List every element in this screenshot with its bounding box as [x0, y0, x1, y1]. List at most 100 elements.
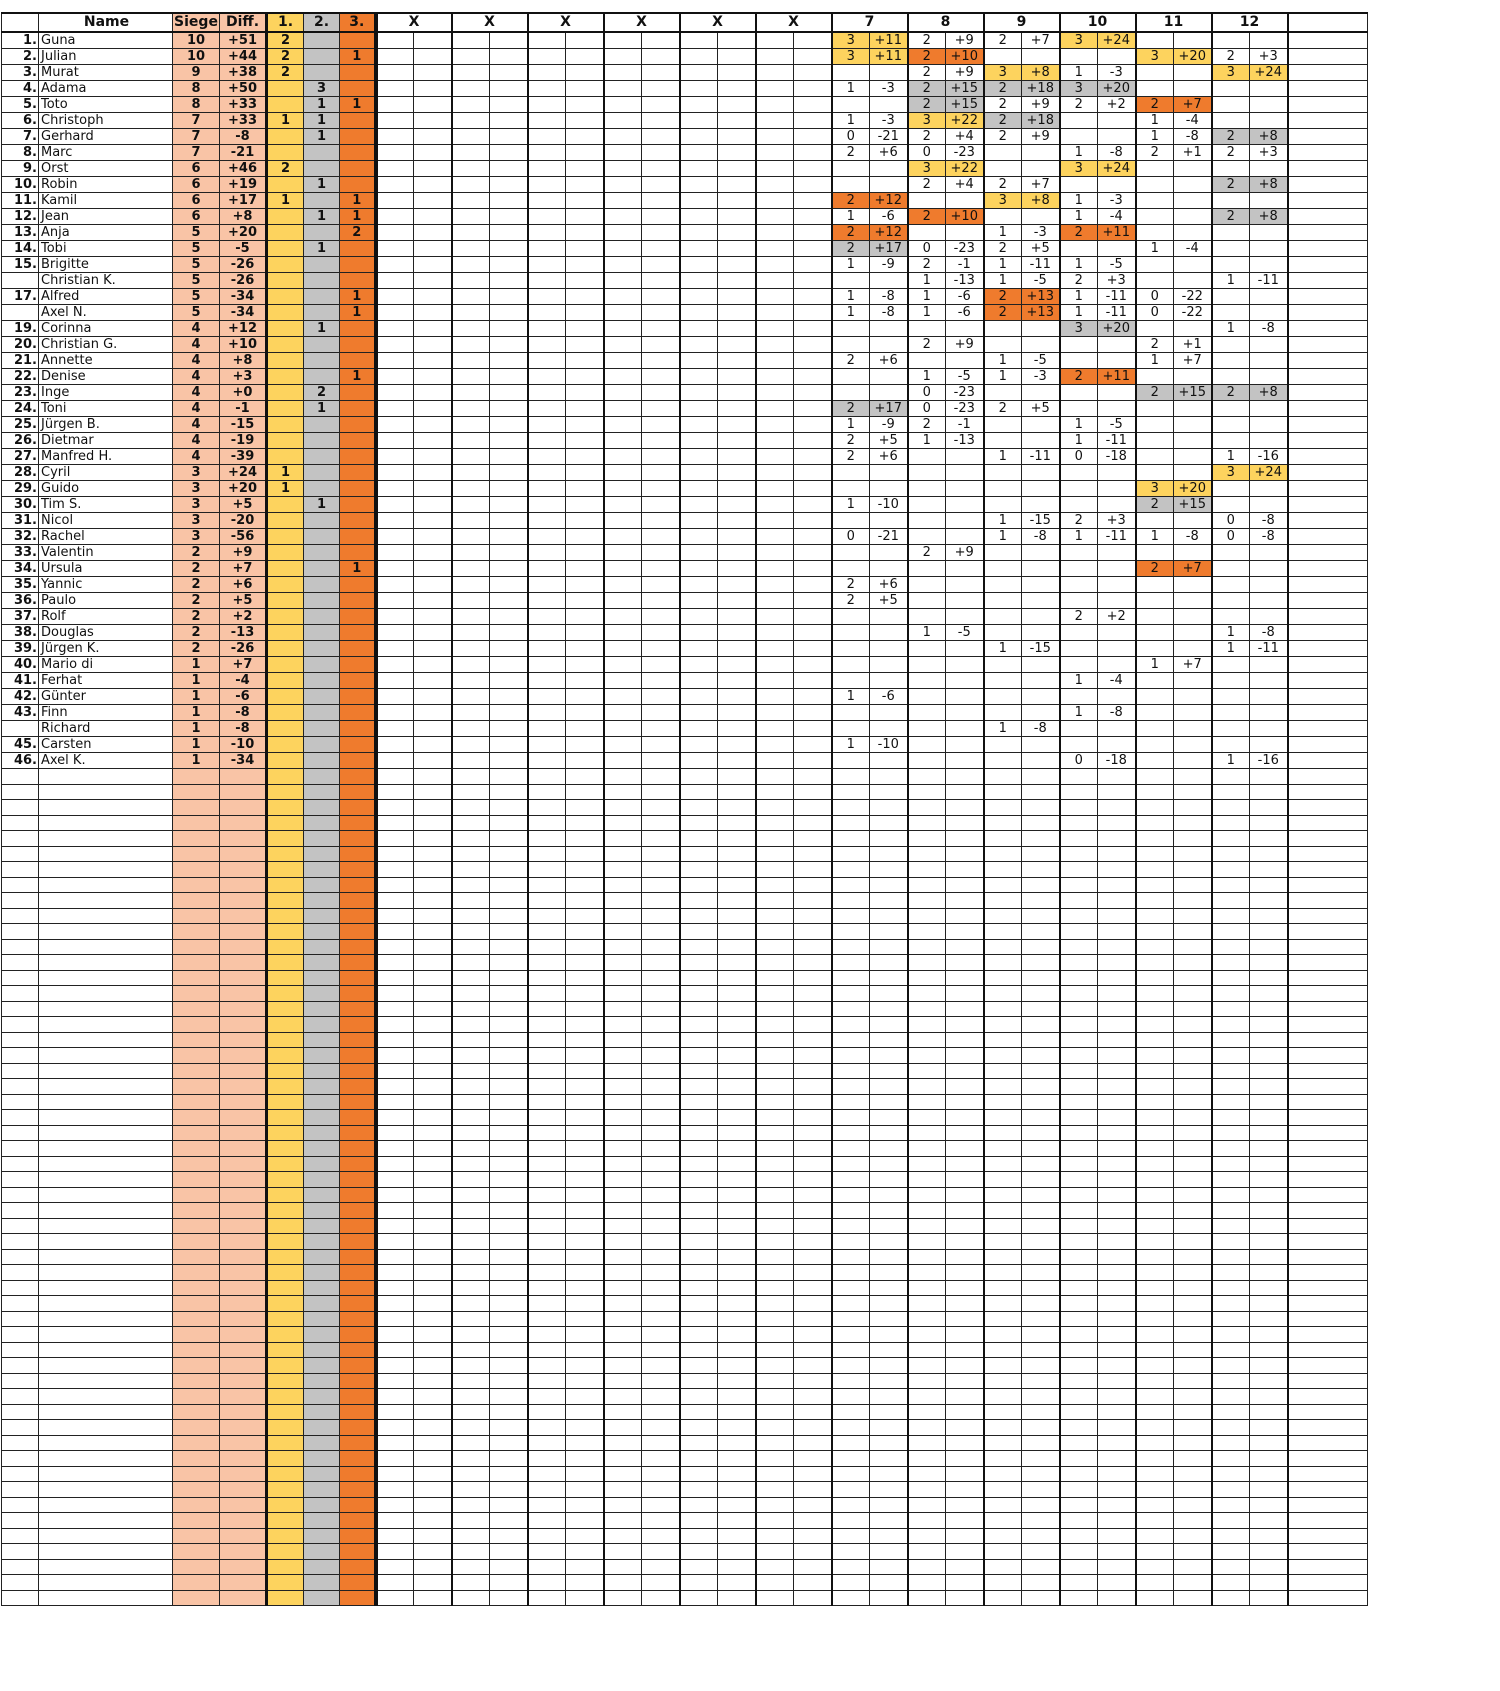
- trailing-cell: [1286, 1171, 1368, 1188]
- round-diff-cell: [1021, 814, 1060, 831]
- round-place-cell: [982, 1450, 1022, 1467]
- round-diff-cell: [1021, 496, 1060, 513]
- round-place-cell: [830, 752, 870, 769]
- second-place-count: [303, 656, 340, 673]
- round-diff-cell: [1249, 1140, 1288, 1157]
- round-diff-cell: [869, 861, 908, 878]
- empty-round-cell: [754, 64, 794, 81]
- round-place-cell: 2: [906, 176, 946, 193]
- round-diff-cell: -11: [1097, 528, 1136, 545]
- round-diff-cell: [1021, 1403, 1060, 1420]
- round-place-cell: [1134, 1202, 1174, 1219]
- first-place-count: [265, 576, 304, 593]
- empty-round-cell: [413, 1062, 452, 1079]
- empty-round-cell: [489, 1574, 528, 1591]
- round-place-cell: [906, 1558, 946, 1575]
- empty-round-cell: [489, 288, 528, 305]
- empty-round-cell: [641, 1279, 680, 1296]
- trailing-cell: [1286, 320, 1368, 337]
- round-place-cell: 1: [1210, 320, 1250, 337]
- round-diff-cell: [1173, 1589, 1212, 1606]
- table-row: 25. Jürgen B. 4 -15 1 -9 2 -1 1 -5: [1, 416, 1368, 433]
- empty-round-cell: [793, 384, 832, 401]
- empty-round-cell: [374, 544, 414, 561]
- round-place-cell: [1134, 1047, 1174, 1064]
- round-diff-cell: [869, 160, 908, 177]
- round-diff-cell: [869, 1279, 908, 1296]
- round-diff-cell: -6: [945, 304, 984, 321]
- empty-round-cell: [526, 416, 566, 433]
- empty-round-cell: [602, 1124, 642, 1141]
- empty-round-cell: [641, 1202, 680, 1219]
- round-diff-cell: +18: [1021, 80, 1060, 97]
- empty-round-cell: [450, 480, 490, 497]
- round-diff-cell: +3: [1249, 48, 1288, 65]
- round-place-cell: [906, 1217, 946, 1234]
- round-diff-cell: [1249, 969, 1288, 986]
- rank-cell: [1, 1481, 39, 1498]
- empty-round-cell: [754, 1062, 794, 1079]
- empty-round-cell: [678, 1295, 718, 1312]
- empty-round-cell: [641, 80, 680, 97]
- round-diff-cell: [1021, 1310, 1060, 1327]
- empty-round-cell: [602, 208, 642, 225]
- round-diff-cell: [1097, 1512, 1136, 1529]
- diff-cell: [219, 1016, 267, 1033]
- empty-round-cell: [717, 1233, 756, 1250]
- empty-round-cell: [565, 320, 604, 337]
- round-diff-cell: [1173, 608, 1212, 625]
- rank-cell: [1, 1217, 39, 1234]
- empty-round-cell: [602, 480, 642, 497]
- round-place-cell: 3: [1058, 320, 1098, 337]
- third-place-count: [339, 576, 378, 593]
- empty-round-cell: [489, 1419, 528, 1436]
- empty-round-cell: [754, 1450, 794, 1467]
- diff-cell: +8: [219, 352, 267, 369]
- empty-round-cell: [793, 272, 832, 289]
- round-place-cell: [1210, 1124, 1250, 1141]
- round-diff-cell: [945, 1155, 984, 1172]
- name-cell: Dietmar: [38, 432, 173, 449]
- empty-round-cell: [602, 1341, 642, 1358]
- empty-round-cell: [413, 448, 452, 465]
- empty-round-cell: [489, 320, 528, 337]
- round-diff-cell: +9: [945, 31, 984, 49]
- round-diff-cell: [1249, 1341, 1288, 1358]
- round-place-cell: [830, 1279, 870, 1296]
- rank-cell: 25.: [1, 416, 39, 433]
- diff-cell: [219, 768, 267, 785]
- empty-round-cell: [678, 112, 718, 129]
- first-place-count: [265, 592, 304, 609]
- round-place-cell: [1058, 1496, 1098, 1513]
- first-place-count: [265, 1403, 304, 1420]
- empty-round-cell: [489, 1543, 528, 1560]
- second-place-count: 1: [303, 128, 340, 145]
- round-diff-cell: [1249, 704, 1288, 721]
- round-place-cell: [830, 1062, 870, 1079]
- empty-round-cell: [678, 64, 718, 81]
- table-row: [1, 1403, 1368, 1420]
- third-place-count: [339, 768, 378, 785]
- empty-round-cell: [678, 1016, 718, 1033]
- second-place-count: [303, 31, 340, 49]
- table-row: [1, 923, 1368, 940]
- empty-round-cell: [526, 1419, 566, 1436]
- empty-round-cell: [565, 336, 604, 353]
- round-place-cell: 2: [830, 400, 870, 417]
- empty-round-cell: [678, 384, 718, 401]
- round-place-cell: 1: [1134, 656, 1174, 673]
- round-diff-cell: +9: [945, 336, 984, 353]
- empty-round-cell: [641, 830, 680, 847]
- round-diff-cell: [945, 1465, 984, 1482]
- round-place-cell: [830, 384, 870, 401]
- empty-round-cell: [641, 1388, 680, 1405]
- empty-round-cell: [602, 736, 642, 753]
- round-place-cell: [1134, 736, 1174, 753]
- round-place-cell: [906, 688, 946, 705]
- third-place-count: [339, 1233, 378, 1250]
- empty-round-cell: [754, 224, 794, 241]
- empty-round-cell: [413, 31, 452, 49]
- round-place-cell: [830, 480, 870, 497]
- empty-round-cell: [754, 352, 794, 369]
- round-place-cell: [982, 1109, 1022, 1126]
